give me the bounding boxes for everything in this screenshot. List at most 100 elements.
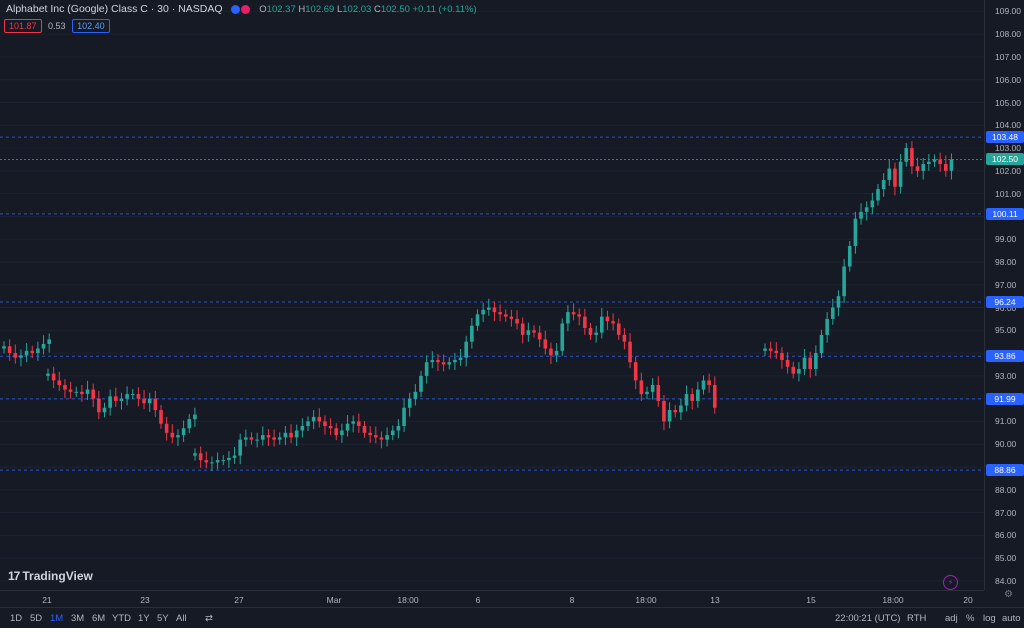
candle-body[interactable]: [125, 394, 129, 399]
candle-body[interactable]: [19, 355, 23, 358]
candle-body[interactable]: [114, 396, 118, 401]
candle-body[interactable]: [797, 369, 801, 374]
candle-body[interactable]: [673, 410, 678, 413]
candle-body[interactable]: [938, 159, 942, 165]
candle-body[interactable]: [853, 218, 858, 247]
candle-body[interactable]: [441, 362, 446, 365]
candle-body[interactable]: [447, 362, 452, 365]
candle-body[interactable]: [701, 380, 706, 390]
candle-body[interactable]: [47, 339, 51, 344]
candle-body[interactable]: [520, 323, 525, 335]
candle-body[interactable]: [819, 334, 824, 354]
candle-body[interactable]: [904, 148, 909, 162]
candle-body[interactable]: [864, 207, 869, 212]
candle-body[interactable]: [487, 307, 491, 310]
candle-body[interactable]: [130, 394, 135, 396]
candle-body[interactable]: [656, 384, 661, 401]
candle-body[interactable]: [272, 437, 276, 440]
candle-body[interactable]: [176, 435, 180, 438]
candle-body[interactable]: [357, 421, 361, 426]
lightning-icon[interactable]: ⚡: [943, 575, 958, 590]
candle-body[interactable]: [898, 161, 903, 187]
price-line-tag[interactable]: 103.48: [986, 131, 1024, 144]
candle-body[interactable]: [13, 353, 18, 358]
candle-body[interactable]: [210, 462, 214, 464]
candle-body[interactable]: [187, 419, 192, 429]
candle-body[interactable]: [690, 394, 694, 401]
candle-body[interactable]: [261, 435, 265, 440]
range-button-ytd[interactable]: YTD: [112, 613, 131, 624]
candle-body[interactable]: [419, 375, 423, 392]
candle-body[interactable]: [142, 398, 146, 404]
range-button-1y[interactable]: 1Y: [138, 613, 150, 624]
candle-body[interactable]: [847, 246, 852, 267]
candle-body[interactable]: [215, 460, 220, 463]
candle-body[interactable]: [814, 353, 818, 370]
candle-body[interactable]: [119, 398, 124, 401]
candle-body[interactable]: [51, 373, 56, 381]
candle-body[interactable]: [588, 328, 593, 335]
candle-body[interactable]: [808, 357, 812, 370]
candle-body[interactable]: [628, 341, 632, 363]
price-line-tag[interactable]: 91.99: [986, 392, 1024, 405]
candle-body[interactable]: [147, 398, 152, 404]
candle-body[interactable]: [24, 350, 29, 356]
candle-body[interactable]: [707, 380, 711, 385]
candle-body[interactable]: [679, 405, 683, 413]
candle-body[interactable]: [498, 312, 502, 315]
candle-body[interactable]: [605, 316, 610, 322]
range-button-1m[interactable]: 1M: [50, 613, 64, 624]
range-button-6m[interactable]: 6M: [92, 613, 106, 624]
candle-body[interactable]: [639, 380, 644, 395]
candle-body[interactable]: [328, 425, 333, 429]
price-line-tag[interactable]: 88.86: [986, 464, 1024, 477]
candle-body[interactable]: [396, 425, 401, 431]
settings-gear-icon[interactable]: ⚙: [1004, 589, 1013, 600]
candle-body[interactable]: [566, 312, 570, 324]
candle-body[interactable]: [492, 307, 497, 313]
candle-body[interactable]: [944, 164, 948, 171]
time-axis[interactable]: 21 23 27 Mar 18:00 6 8 18:00 13 15 18:00 20: [0, 590, 984, 607]
candle-body[interactable]: [684, 394, 689, 406]
candle-body[interactable]: [102, 407, 107, 413]
candle-body[interactable]: [159, 410, 163, 424]
candle-body[interactable]: [283, 432, 288, 438]
candle-body[interactable]: [306, 421, 310, 426]
candle-body[interactable]: [893, 168, 897, 187]
candle-body[interactable]: [57, 380, 62, 385]
candle-body[interactable]: [842, 266, 846, 297]
candle-body[interactable]: [780, 353, 784, 360]
candle-body[interactable]: [108, 396, 112, 408]
candle-body[interactable]: [475, 314, 480, 326]
candle-body[interactable]: [244, 437, 248, 440]
candle-body[interactable]: [407, 398, 412, 408]
candle-body[interactable]: [667, 410, 672, 422]
candle-body[interactable]: [311, 416, 316, 422]
price-line-tag[interactable]: 100.11: [986, 207, 1024, 220]
candle-body[interactable]: [300, 425, 305, 431]
candle-body[interactable]: [662, 400, 666, 422]
candle-body[interactable]: [46, 373, 50, 376]
candle-body[interactable]: [227, 457, 231, 461]
candle-body[interactable]: [763, 348, 767, 351]
auto-button[interactable]: auto: [1002, 613, 1021, 624]
candle-body[interactable]: [221, 460, 226, 462]
price-scale[interactable]: 84.0085.0086.0087.0088.0089.0090.0091.00…: [984, 0, 1024, 590]
candle-body[interactable]: [181, 428, 186, 436]
price-line-tag[interactable]: 102.50: [986, 153, 1024, 166]
candle-body[interactable]: [294, 430, 299, 438]
candle-body[interactable]: [825, 318, 829, 335]
candle-body[interactable]: [526, 330, 531, 335]
candle-body[interactable]: [921, 164, 925, 171]
candle-body[interactable]: [560, 323, 565, 351]
candle-body[interactable]: [464, 341, 468, 358]
candle-body[interactable]: [351, 421, 355, 424]
clock-time[interactable]: 22:00:21 (UTC): [835, 613, 901, 624]
candle-body[interactable]: [616, 323, 621, 335]
candle-body[interactable]: [910, 148, 914, 167]
tradingview-logo[interactable]: 17 TradingView: [8, 569, 93, 583]
candle-body[interactable]: [153, 398, 158, 411]
candle-body[interactable]: [136, 394, 141, 399]
candle-body[interactable]: [549, 348, 553, 356]
candle-body[interactable]: [774, 350, 779, 354]
